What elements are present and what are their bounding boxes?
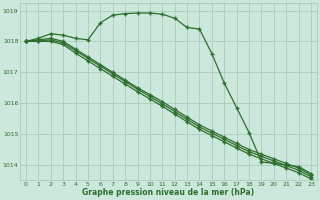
X-axis label: Graphe pression niveau de la mer (hPa): Graphe pression niveau de la mer (hPa) — [83, 188, 255, 197]
